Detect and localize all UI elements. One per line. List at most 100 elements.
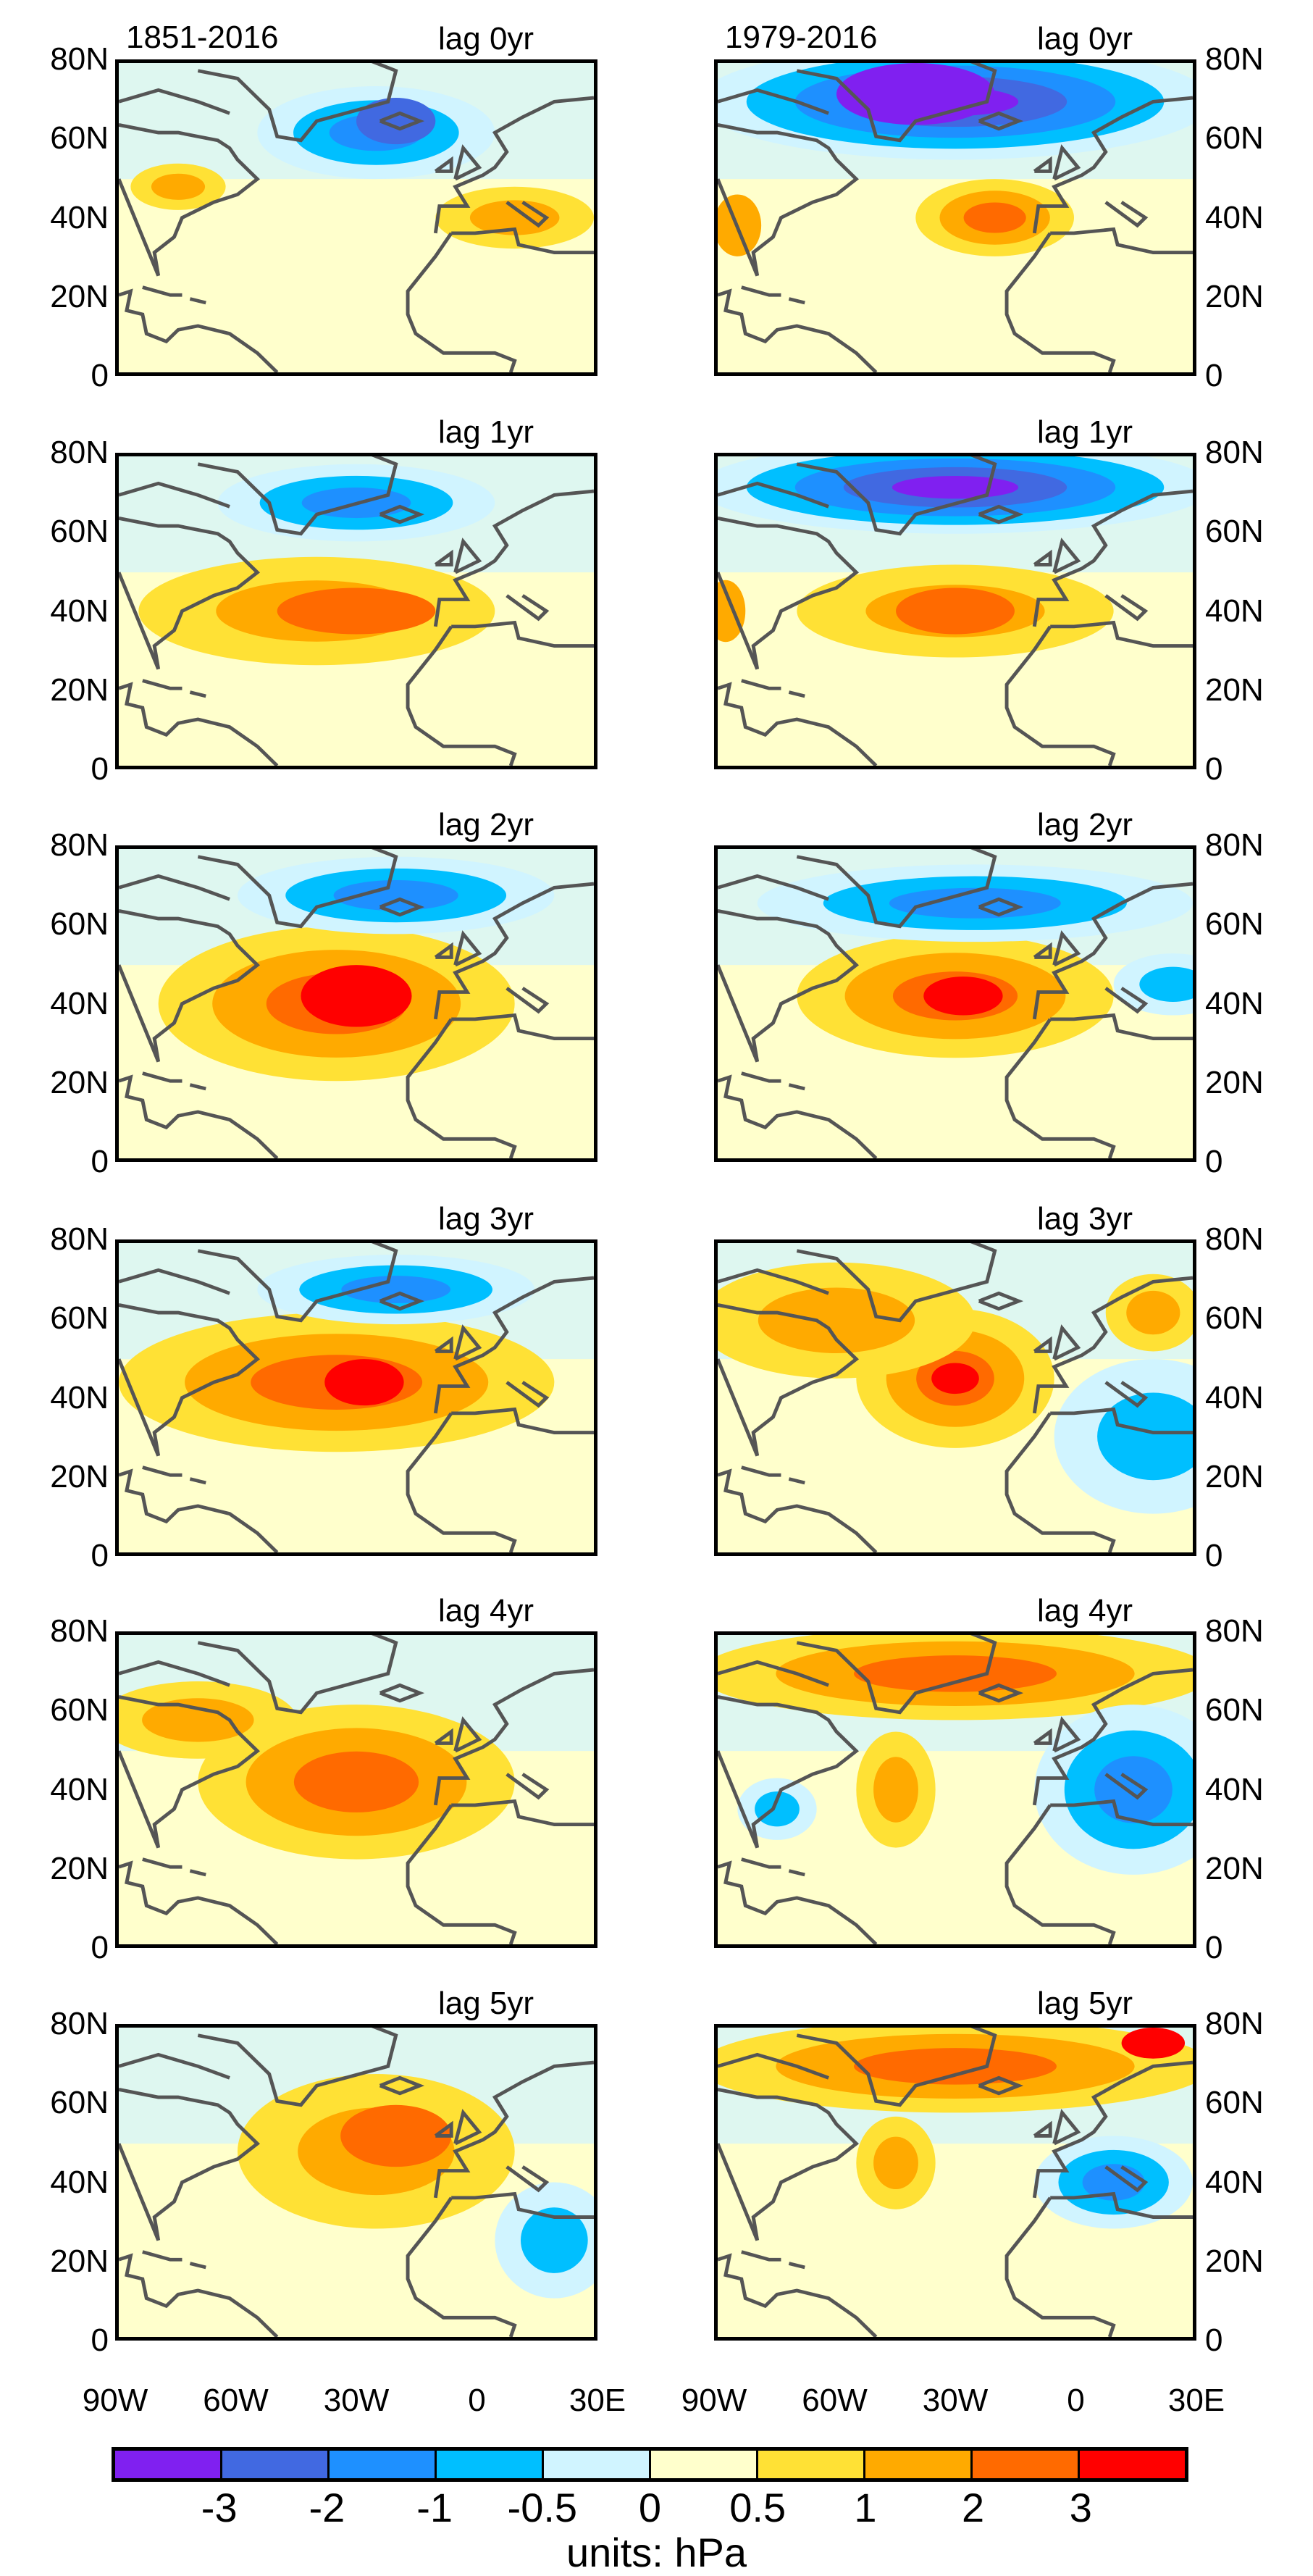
lat-tick-label: 80N: [1205, 827, 1264, 863]
coastline: [796, 2028, 997, 2107]
colorbar-swatch: [865, 2451, 973, 2478]
coastline: [453, 2109, 482, 2146]
coastline: [718, 1660, 829, 1687]
anomaly-contour: [1139, 966, 1193, 1002]
lat-tick-label: 0: [1205, 358, 1223, 393]
coastline: [1050, 1799, 1193, 1826]
colorbar-swatch: [1080, 2451, 1185, 2478]
coastline: [453, 1716, 482, 1753]
coastline: [1052, 144, 1081, 181]
coastline: [119, 1695, 261, 1849]
coastline: [433, 2060, 594, 2199]
coastline: [197, 1243, 398, 1323]
coastline: [379, 1683, 425, 1703]
lon-tick-label: 0: [1067, 2383, 1085, 2418]
colorbar-swatch: [437, 2451, 544, 2478]
coastline: [718, 481, 829, 509]
map-panel-1851-lag1: [115, 453, 597, 769]
lat-tick-label: 0: [91, 1930, 109, 1965]
coastline: [119, 517, 261, 670]
anomaly-contour: [324, 1359, 404, 1406]
coastline: [197, 63, 398, 143]
coastline: [451, 227, 594, 254]
coastline: [1032, 1276, 1193, 1414]
lag-label: lag 1yr: [438, 414, 534, 450]
coastline: [142, 679, 183, 690]
map-panel-1851-lag0: [115, 59, 597, 376]
lon-tick-label: 30W: [323, 2383, 390, 2418]
lat-tick-label: 40N: [50, 199, 109, 235]
coastline: [506, 987, 550, 1014]
coastline: [718, 1468, 878, 1552]
lat-tick-label: 40N: [50, 985, 109, 1021]
coastline: [406, 1804, 517, 1944]
coastline: [796, 456, 997, 536]
lag-label: lag 1yr: [1037, 414, 1133, 450]
coastline: [406, 1018, 517, 1158]
coastline: [451, 1013, 594, 1040]
anomaly-contour: [293, 1751, 419, 1812]
coastline: [434, 549, 453, 566]
lat-tick-label: 80N: [1205, 41, 1264, 77]
coastline: [788, 690, 805, 698]
map-panel-1979-lag5: [714, 2024, 1196, 2341]
coastline: [718, 909, 860, 1063]
lag-label: lag 3yr: [438, 1201, 534, 1237]
anomaly-contour: [836, 63, 995, 125]
coastline: [718, 874, 829, 901]
coastline: [1052, 1324, 1081, 1361]
coastline: [978, 1291, 1024, 1311]
coastline: [433, 1276, 594, 1414]
coastline: [451, 1407, 594, 1434]
coastline: [406, 232, 517, 372]
coastline: [718, 2052, 829, 2080]
lat-tick-label: 40N: [1205, 2164, 1264, 2200]
coastline: [119, 1303, 261, 1457]
coastline: [978, 2075, 1024, 2096]
map-panel-1979-lag1: [714, 453, 1196, 769]
coastline: [119, 2052, 230, 2080]
anomaly-contour: [854, 1655, 1057, 1692]
anomaly-contour: [873, 2136, 918, 2190]
map-panel-1851-lag5: [115, 2024, 597, 2341]
coastline: [1104, 1381, 1149, 1408]
coastline: [451, 1799, 594, 1826]
map-panel-1979-lag3: [714, 1239, 1196, 1556]
anomaly-contour: [963, 202, 1026, 233]
coastline: [379, 2075, 425, 2096]
coastline: [741, 2250, 781, 2262]
coastline: [1050, 620, 1193, 648]
colorbar-swatch: [758, 2451, 865, 2478]
coastline: [142, 1465, 183, 1477]
coastline: [119, 1660, 230, 1687]
lat-tick-label: 20N: [50, 2243, 109, 2279]
lat-tick-label: 20N: [50, 1064, 109, 1100]
coastline: [1104, 594, 1149, 622]
lat-tick-label: 0: [1205, 1930, 1223, 1965]
lat-tick-label: 60N: [50, 120, 109, 156]
lat-tick-label: 0: [91, 358, 109, 393]
coastline: [788, 297, 805, 305]
colorbar-label: 1: [854, 2485, 877, 2530]
coastline: [379, 897, 425, 917]
coastline: [379, 1291, 425, 1311]
coastline: [119, 1074, 279, 1158]
coastline: [1004, 1018, 1116, 1158]
coastline: [1004, 2196, 1116, 2337]
lat-tick-label: 60N: [50, 906, 109, 942]
coastline: [741, 679, 781, 690]
coastline: [142, 1071, 183, 1083]
lat-tick-label: 60N: [1205, 1692, 1264, 1728]
coastline: [433, 882, 594, 1020]
colorbar: [112, 2447, 1188, 2482]
colorbar-label: 0.5: [729, 2485, 786, 2530]
anomaly-contour: [896, 587, 1015, 635]
coastline: [197, 1635, 398, 1715]
lat-tick-label: 40N: [1205, 1379, 1264, 1415]
colorbar-label: -0.5: [507, 2485, 578, 2530]
lat-tick-label: 0: [91, 2322, 109, 2358]
coastline: [1032, 2060, 1193, 2199]
anomaly-contour: [340, 2104, 452, 2167]
coastline: [142, 2250, 183, 2262]
anomaly-contour: [142, 1698, 254, 1742]
